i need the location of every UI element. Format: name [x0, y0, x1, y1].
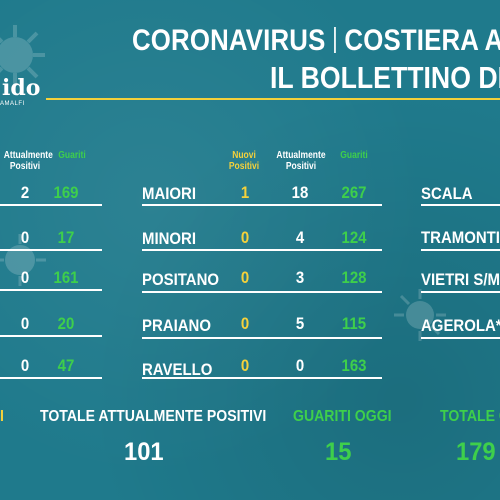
row-divider	[142, 249, 382, 251]
middle-attualmente: 18	[291, 183, 309, 202]
town-name: TRAMONTI	[421, 228, 500, 247]
town-name: POSITANO	[142, 270, 220, 289]
row-divider	[0, 289, 102, 291]
middle-attualmente: 4	[295, 228, 305, 247]
left-header-guariti: Guariti	[58, 150, 86, 161]
town-name: VIETRI S/M	[421, 270, 500, 289]
middle-header-attualmente: Attualmente Positivi	[276, 150, 326, 172]
page-title: CORONAVIRUS COSTIERA A	[132, 24, 500, 58]
row-divider	[142, 337, 382, 339]
middle-guariti: 115	[341, 314, 367, 333]
title-left: CORONAVIRUS	[132, 24, 326, 57]
row-divider	[421, 204, 500, 206]
row-divider	[142, 291, 382, 293]
middle-guariti: 128	[341, 268, 367, 287]
middle-nuovi: 0	[240, 268, 250, 287]
left-attualmente: 0	[20, 314, 30, 333]
totale-attualmente-value: 101	[124, 438, 164, 466]
virus-icon	[0, 234, 46, 286]
footer-left-fragment: I	[0, 408, 4, 425]
logo-main: ido	[2, 75, 41, 101]
title-divider	[46, 98, 500, 100]
page-subtitle: IL BOLLETTINO DE	[270, 60, 500, 95]
middle-header-guariti: Guariti	[340, 150, 368, 161]
town-name: AGEROLA*	[421, 316, 500, 335]
virus-icon	[394, 289, 446, 341]
town-name: SCALA	[421, 184, 473, 203]
middle-nuovi: 0	[240, 314, 250, 333]
town-name: MAIORI	[142, 184, 197, 203]
row-divider	[0, 204, 102, 206]
title-separator	[334, 27, 336, 53]
title-right: COSTIERA A	[344, 24, 500, 57]
row-divider	[0, 335, 102, 337]
row-divider	[421, 249, 500, 251]
totale-guariti-value: 179	[456, 438, 496, 466]
middle-nuovi: 0	[240, 356, 250, 375]
row-divider	[142, 377, 382, 379]
town-name: PRAIANO	[142, 316, 211, 335]
middle-nuovi: 1	[240, 183, 250, 202]
middle-nuovi: 0	[240, 228, 250, 247]
left-guariti: 47	[57, 356, 75, 375]
totale-attualmente-label: TOTALE ATTUALMENTE POSITIVI	[40, 408, 267, 425]
middle-guariti: 124	[341, 228, 367, 247]
left-attualmente: 0	[20, 228, 30, 247]
middle-attualmente: 0	[295, 356, 305, 375]
logo: ido AMALFI	[0, 75, 46, 115]
middle-guariti: 163	[341, 356, 367, 375]
left-guariti: 161	[53, 268, 79, 287]
virus-icon	[0, 25, 45, 85]
left-attualmente: 0	[20, 356, 30, 375]
totale-guariti-label: TOTALE G	[440, 408, 500, 425]
guariti-oggi-value: 15	[325, 438, 352, 466]
middle-attualmente: 5	[295, 314, 305, 333]
left-guariti: 20	[57, 314, 75, 333]
town-name: RAVELLO	[142, 360, 213, 379]
left-header-attualmente: Attualmente Positivi	[3, 150, 53, 172]
row-divider	[421, 291, 500, 293]
left-guariti: 17	[57, 228, 75, 247]
guariti-oggi-label: GUARITI OGGI	[293, 408, 392, 425]
left-attualmente: 0	[20, 268, 30, 287]
logo-sub: AMALFI	[0, 101, 25, 107]
town-name: MINORI	[142, 229, 197, 248]
middle-header-nuovi: Nuovi Positivi	[228, 150, 260, 172]
left-guariti: 169	[53, 183, 79, 202]
row-divider	[421, 337, 500, 339]
row-divider	[0, 249, 102, 251]
row-divider	[142, 204, 382, 206]
left-attualmente: 2	[20, 183, 30, 202]
row-divider	[0, 377, 102, 379]
middle-attualmente: 3	[295, 268, 305, 287]
middle-guariti: 267	[341, 183, 367, 202]
